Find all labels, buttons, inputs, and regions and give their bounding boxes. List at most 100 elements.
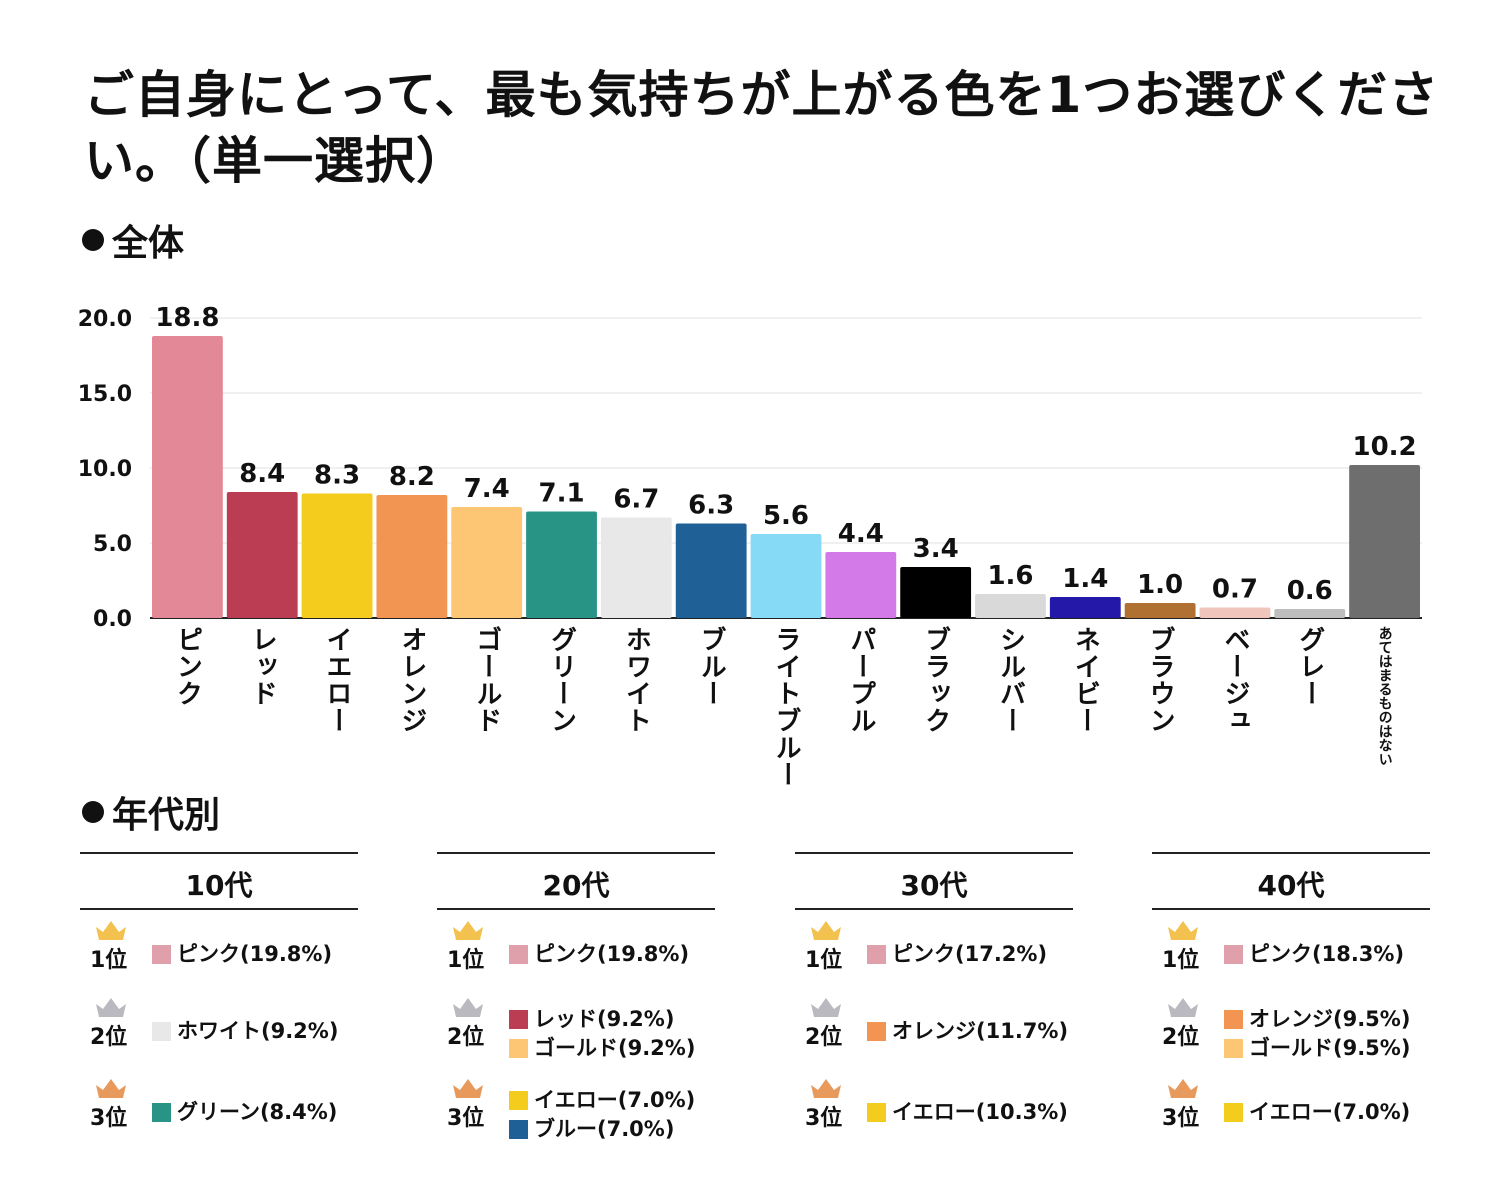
color-swatch [1224, 1039, 1243, 1058]
rank-label: 2位 [1162, 1025, 1200, 1050]
x-tick-label: パープル [845, 626, 876, 734]
bar [526, 511, 597, 618]
bar [226, 492, 298, 618]
x-tick-label: ピンク [172, 626, 203, 707]
age-group-heading: 40代 [1257, 869, 1325, 902]
age-group-heading: 10代 [185, 869, 253, 902]
rank-entry: ピンク(18.3%) [1224, 940, 1404, 969]
x-tick-label: ネイビー [1070, 626, 1101, 734]
overall-section-label: 全体 [82, 222, 184, 266]
x-tick-label: オレンジ [396, 626, 427, 734]
crown-icon [451, 920, 485, 942]
color-swatch [1224, 1103, 1243, 1122]
data-label: 5.6 [763, 501, 809, 531]
crown-icon [809, 1078, 843, 1100]
data-label: 1.6 [987, 561, 1033, 591]
bar [301, 493, 373, 618]
x-tick-label: ゴールド [471, 626, 502, 734]
rank-label: 2位 [90, 1025, 128, 1050]
data-label: 8.3 [314, 461, 360, 491]
rank-entry: イエロー(7.0%) [509, 1086, 695, 1115]
divider [1152, 852, 1430, 854]
overall-label-text: 全体 [112, 223, 185, 264]
x-tick-label: ブラウン [1145, 626, 1176, 734]
data-label: 1.4 [1062, 564, 1108, 594]
age-group-panel: 30代 1位 ピンク(17.2%) 2位 オレンジ(11.7%) 3位 イエロー(10.3%… [795, 852, 1073, 1152]
color-swatch [509, 1091, 528, 1110]
bar [600, 517, 672, 618]
y-tick-label: 10.0 [78, 457, 132, 482]
x-tick-label: ブラック [920, 626, 951, 734]
color-swatch [509, 1010, 528, 1029]
bar [152, 336, 223, 618]
bar [1124, 603, 1196, 618]
crown-icon [1166, 997, 1200, 1019]
data-label: 8.2 [389, 462, 435, 492]
bar [1049, 597, 1121, 618]
data-label: 0.7 [1212, 575, 1258, 605]
color-swatch [509, 1120, 528, 1139]
data-label: 18.8 [155, 303, 219, 333]
age-group-heading: 30代 [900, 869, 968, 902]
crown-icon [451, 1078, 485, 1100]
rank-label: 1位 [447, 948, 485, 973]
age-group-panel: 40代 1位 ピンク(18.3%) 2位 オレンジ(9.5%) ゴールド(9.5%) 3位 イ… [1152, 852, 1430, 1152]
rank-entry: ホワイト(9.2%) [152, 1017, 338, 1046]
divider [80, 852, 358, 854]
age-label-text: 年代別 [112, 795, 221, 836]
rank-entry-text: ピンク(17.2%) [892, 942, 1048, 966]
x-tick-label: ホワイト [621, 626, 652, 734]
rank-label: 1位 [90, 948, 128, 973]
bar [451, 507, 523, 618]
data-label: 6.7 [613, 485, 659, 515]
rank-entry: ゴールド(9.2%) [509, 1034, 695, 1063]
crown-icon [809, 920, 843, 942]
rank-label: 3位 [805, 1106, 843, 1131]
rank-entry: ブルー(7.0%) [509, 1115, 695, 1144]
rank-entry-text: ピンク(19.8%) [177, 942, 333, 966]
rank-entry-text: ホワイト(9.2%) [177, 1019, 339, 1043]
color-swatch [1224, 945, 1243, 964]
rank-entry: ピンク(17.2%) [867, 940, 1047, 969]
rank-entry-text: イエロー(10.3%) [892, 1100, 1068, 1124]
rank-entry: ピンク(19.8%) [152, 940, 332, 969]
bar [750, 534, 822, 618]
divider [437, 852, 715, 854]
crown-icon [94, 920, 128, 942]
y-tick-label: 15.0 [78, 382, 132, 407]
rank-label: 2位 [805, 1025, 843, 1050]
color-swatch [509, 1039, 528, 1058]
rank-entry: ピンク(19.8%) [509, 940, 689, 969]
divider [1152, 908, 1430, 910]
x-tick-label: ベージュ [1219, 626, 1250, 734]
bar [1199, 607, 1271, 618]
x-tick-label: ライトブルー [771, 626, 801, 788]
data-label: 7.1 [538, 479, 584, 509]
color-swatch [509, 945, 528, 964]
bar [975, 594, 1046, 618]
rank-entry: グリーン(8.4%) [152, 1098, 337, 1127]
bar [825, 552, 897, 618]
crown-icon [1166, 1078, 1200, 1100]
bar [900, 567, 972, 618]
rank-entry-text: ピンク(18.3%) [1249, 942, 1405, 966]
data-label: 1.0 [1137, 570, 1183, 600]
rank-entry: レッド(9.2%) [509, 1005, 695, 1034]
rank-entry-text: ゴールド(9.2%) [534, 1036, 696, 1060]
chart-title: ご自身にとって、最も気持ちが上がる色を1つお選びください。（単一選択） [84, 66, 1440, 190]
rank-entry: ゴールド(9.5%) [1224, 1034, 1410, 1063]
rank-label: 2位 [447, 1025, 485, 1050]
rank-entry-text: ブルー(7.0%) [534, 1117, 675, 1141]
x-tick-label: レッド [247, 626, 278, 707]
data-label: 7.4 [464, 474, 510, 504]
crown-icon [94, 997, 128, 1019]
rank-entry-text: ピンク(19.8%) [534, 942, 690, 966]
rank-label: 3位 [1162, 1106, 1200, 1131]
data-label: 6.3 [688, 491, 734, 521]
rank-entry-text: オレンジ(11.7%) [892, 1019, 1069, 1043]
rank-entry-text: グリーン(8.4%) [177, 1100, 338, 1124]
y-tick-label: 0.0 [93, 607, 132, 632]
bar [675, 523, 747, 618]
age-section-label: 年代別 [82, 794, 220, 838]
x-tick-label: イエロー [322, 626, 353, 734]
